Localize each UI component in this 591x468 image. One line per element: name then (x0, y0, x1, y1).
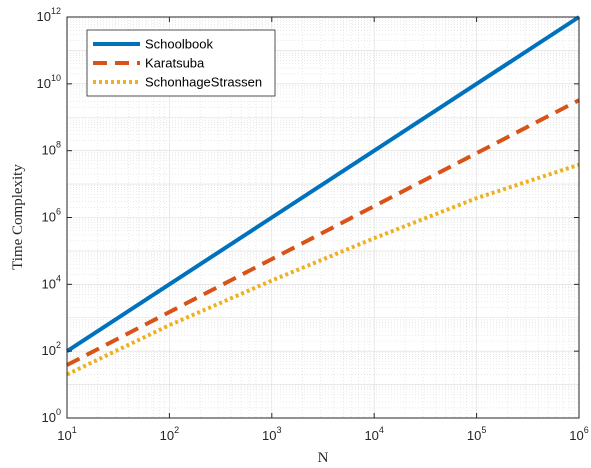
y-axis-label: Time Complexity (10, 164, 26, 270)
x-tick-label: 105 (467, 425, 486, 443)
y-tick-label: 1010 (37, 73, 61, 91)
series-line-schoolbook (65, 15, 581, 353)
legend-label-schoolbook: Schoolbook (145, 37, 213, 52)
y-tick-label: 108 (42, 140, 61, 158)
y-tick-label: 102 (42, 340, 61, 358)
series-line-karatsuba (66, 98, 580, 367)
x-tick-label: 104 (364, 425, 383, 443)
x-tick-label: 106 (569, 425, 588, 443)
legend-label-karatsuba: Karatsuba (145, 56, 205, 71)
legend-label-schonhagestrassen: SchonhageStrassen (145, 75, 262, 90)
x-axis-label: N (318, 450, 329, 466)
series-line-schonhagestrassen (66, 162, 580, 377)
y-tick-label: 106 (42, 207, 61, 225)
legend: Schoolbook Karatsuba SchonhageStrassen (86, 29, 276, 97)
y-tick-label: 100 (42, 407, 61, 425)
y-tick-label: 1012 (37, 6, 61, 24)
x-tick-label: 102 (160, 425, 179, 443)
x-tick-label: 101 (57, 425, 76, 443)
x-tick-label: 103 (262, 425, 281, 443)
series-layer (65, 15, 581, 377)
ticks: 101 102 103 104 105 106 100 102 104 106 108 1010 101… (37, 6, 589, 443)
y-tick-label: 104 (42, 273, 61, 291)
